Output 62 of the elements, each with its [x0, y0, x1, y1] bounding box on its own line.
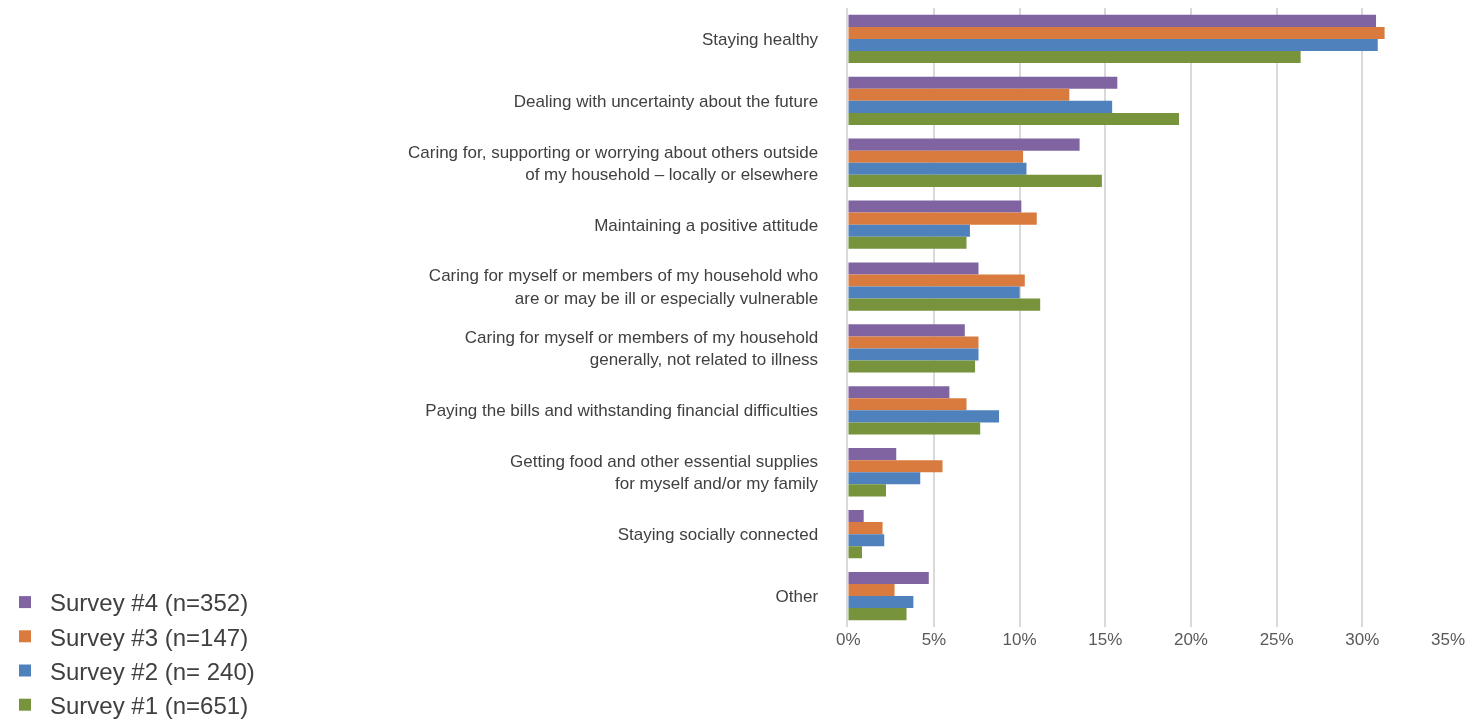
bar: [848, 298, 1041, 311]
bar: [848, 546, 862, 559]
y-tick-label: Paying the bills and withstanding financial difficulties: [425, 401, 819, 421]
bar: [848, 112, 1179, 125]
y-tick-label: Caring for, supporting or worrying about others outside of my household – locally or elsewhere: [408, 142, 819, 184]
bar: [848, 200, 1022, 213]
legend-label: Survey #2 (n= 240): [50, 657, 255, 685]
bar: [848, 398, 967, 411]
legend-label: Survey #3 (n=147): [50, 623, 249, 651]
y-tick-label: Staying socially connected: [617, 525, 819, 545]
bar: [848, 150, 1024, 163]
bar: [848, 224, 970, 237]
x-tick-label: 5%: [921, 630, 947, 649]
x-tick-label: 20%: [1173, 630, 1208, 649]
bar: [848, 162, 1027, 175]
bar: [848, 448, 897, 461]
bar: [848, 26, 1385, 39]
bar: [848, 76, 1118, 89]
y-tick-label: Staying healthy: [701, 29, 819, 49]
bar: [848, 534, 885, 547]
bar: [848, 422, 981, 435]
bar: [848, 510, 864, 523]
bar: [848, 51, 1301, 64]
x-tick-label: 30%: [1345, 630, 1380, 649]
y-tick-label: Dealing with uncertainty about the future: [513, 91, 819, 111]
bar: [848, 608, 907, 621]
bar: [848, 583, 895, 597]
bar: [848, 360, 976, 373]
legend-label: Survey #1 (n=651): [50, 692, 249, 720]
bar: [848, 460, 943, 473]
bar: [848, 348, 979, 361]
bar: [848, 386, 950, 399]
bar: [848, 286, 1020, 299]
x-tick-label: 25%: [1259, 630, 1294, 649]
bar: [848, 236, 967, 249]
bar: [848, 138, 1080, 151]
bar: [848, 596, 914, 609]
bar: [848, 262, 979, 275]
bar: [848, 212, 1037, 225]
x-tick-label: 10%: [1002, 630, 1037, 649]
bar: [848, 472, 921, 485]
bar: [848, 174, 1102, 187]
bar: [848, 410, 1000, 423]
bar: [848, 88, 1070, 101]
y-tick-label: Caring for myself or members of my household who are or may be ill or especially vulnerable: [428, 266, 819, 308]
y-tick-label: Caring for myself or members of my household generally, not related to illness: [464, 328, 819, 370]
bar: [848, 571, 929, 584]
y-tick-label: Maintaining a positive attitude: [594, 215, 819, 235]
bar: [848, 100, 1113, 113]
bar: [848, 38, 1378, 52]
y-tick-label: Other: [775, 587, 819, 606]
bar: [848, 484, 886, 497]
y-tick-label: Getting food and other essential supplies for myself and/or my family: [510, 452, 819, 494]
bar: [848, 14, 1377, 27]
x-tick-label: 35%: [1430, 630, 1466, 649]
legend-label: Survey #4 (n=352): [50, 589, 249, 617]
x-tick-label: 15%: [1088, 630, 1123, 649]
bar: [848, 274, 1025, 287]
x-tick-label: 0%: [835, 630, 861, 649]
bar: [848, 522, 883, 535]
bar: [848, 336, 979, 349]
bar: [848, 324, 965, 337]
